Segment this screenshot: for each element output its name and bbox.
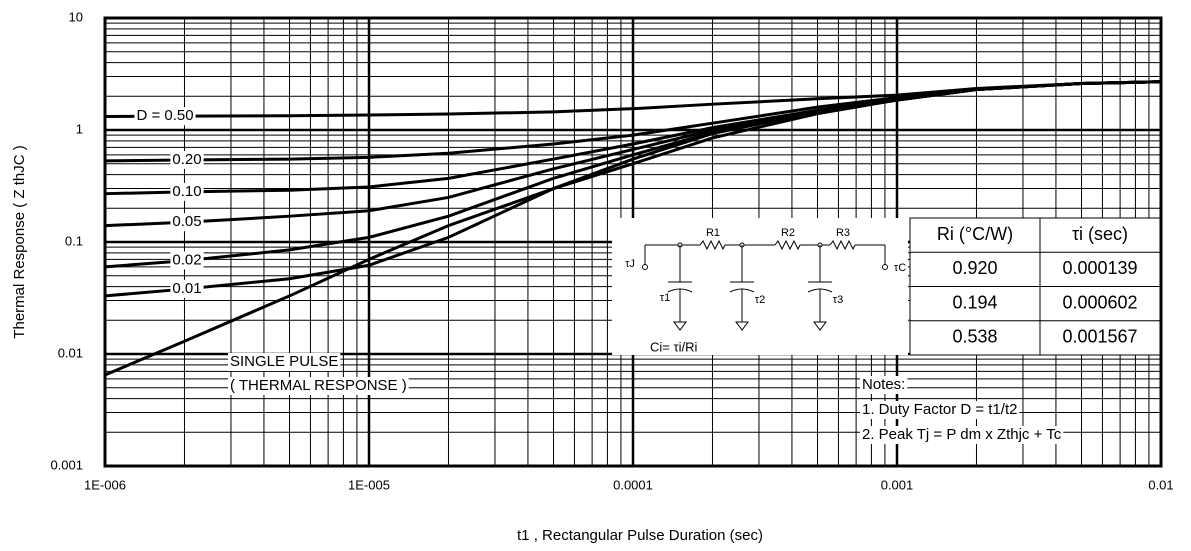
- x-tick-label: 1E-005: [348, 477, 390, 492]
- label: 1. Duty Factor D = t1/t2: [862, 401, 1017, 418]
- table-cell: 0.194: [952, 292, 997, 312]
- label-group: ( THERMAL RESPONSE ): [228, 377, 409, 395]
- label-group: 0.10: [170, 182, 204, 201]
- x-tick-label: 0.001: [881, 477, 914, 492]
- table-cell: 0.000602: [1062, 292, 1137, 312]
- table-cell: 0.920: [952, 258, 997, 278]
- node: [642, 264, 648, 270]
- label: 0.05: [172, 213, 201, 230]
- plot-frame: [103, 16, 1163, 468]
- ground: [673, 321, 687, 331]
- label-bg: [170, 279, 204, 298]
- label-bg: [228, 353, 341, 371]
- label-group: D = 0.50: [134, 107, 196, 126]
- label-bg: [170, 182, 204, 201]
- x-axis-label: t1 , Rectangular Pulse Duration (sec): [517, 527, 763, 544]
- y-axis-label: Thermal Response ( Z thJC ): [11, 145, 28, 338]
- resistor: [774, 239, 801, 251]
- table-cell: 0.538: [952, 327, 997, 347]
- resistor: [699, 239, 726, 251]
- circuit-label: τ3: [833, 294, 843, 306]
- label-bg: [228, 377, 409, 395]
- formula: Ci= τi/Ri: [650, 339, 698, 354]
- label-group: 0.02: [170, 251, 204, 270]
- y-tick-label: 0.01: [58, 345, 83, 360]
- circuit-label: R3: [836, 227, 850, 239]
- label-bg: [134, 107, 196, 126]
- node: [882, 264, 888, 270]
- circuit: τJ τC R1 R2 R3 τ1 τ2 τ3 Ci= τi/Ri: [625, 227, 906, 355]
- label: 0.20: [172, 151, 201, 168]
- circuit-label: τ2: [755, 294, 765, 306]
- y-tick-label: 1: [76, 121, 83, 136]
- label-bg: [170, 150, 204, 169]
- label-group: 1. Duty Factor D = t1/t2: [860, 401, 1020, 419]
- x-tick-label: 0.01: [1148, 477, 1173, 492]
- circuit-label: τ1: [660, 292, 670, 304]
- ground: [735, 321, 749, 331]
- label-bg: [860, 401, 1020, 419]
- table-header: τi (sec): [1072, 224, 1128, 244]
- label: 0.10: [172, 183, 201, 200]
- y-tick-label: 0.1: [65, 233, 83, 248]
- circuit-label: R1: [706, 227, 720, 239]
- label: 2. Peak Tj = P dm x Zthjc + Tc: [862, 426, 1062, 443]
- label: 0.02: [172, 251, 201, 268]
- label-bg: [860, 426, 1064, 444]
- curve: [104, 80, 1162, 377]
- label: 0.01: [172, 280, 201, 297]
- label-group: 0.01: [170, 279, 204, 298]
- table-header: Ri (°C/W): [937, 224, 1013, 244]
- label-group: SINGLE PULSE: [228, 353, 341, 371]
- label-group: 0.20: [170, 150, 204, 169]
- label-group: 2. Peak Tj = P dm x Zthjc + Tc: [860, 426, 1064, 444]
- ground: [813, 321, 827, 331]
- circuit-label: τJ: [625, 258, 635, 270]
- label: D = 0.50: [136, 107, 193, 124]
- label-bg: [860, 376, 908, 394]
- label-bg: [170, 251, 204, 270]
- table-cell: 0.000139: [1062, 258, 1137, 278]
- label-group: 0.05: [170, 213, 204, 232]
- table-cell: 0.001567: [1062, 327, 1137, 347]
- x-tick-label: 1E-006: [84, 477, 126, 492]
- label: SINGLE PULSE: [230, 353, 338, 370]
- inset-bg: [612, 218, 908, 355]
- label-bg: [170, 213, 204, 232]
- resistor: [829, 239, 856, 251]
- y-tick-label: 0.001: [50, 457, 83, 472]
- circuit-label: R2: [781, 227, 795, 239]
- x-tick-label: 0.0001: [613, 477, 653, 492]
- label: ( THERMAL RESPONSE ): [230, 377, 407, 394]
- label-group: Notes:: [860, 376, 908, 394]
- y-tick-label: 10: [69, 9, 83, 24]
- label: Notes:: [862, 376, 905, 393]
- circuit-label: τC: [894, 262, 906, 274]
